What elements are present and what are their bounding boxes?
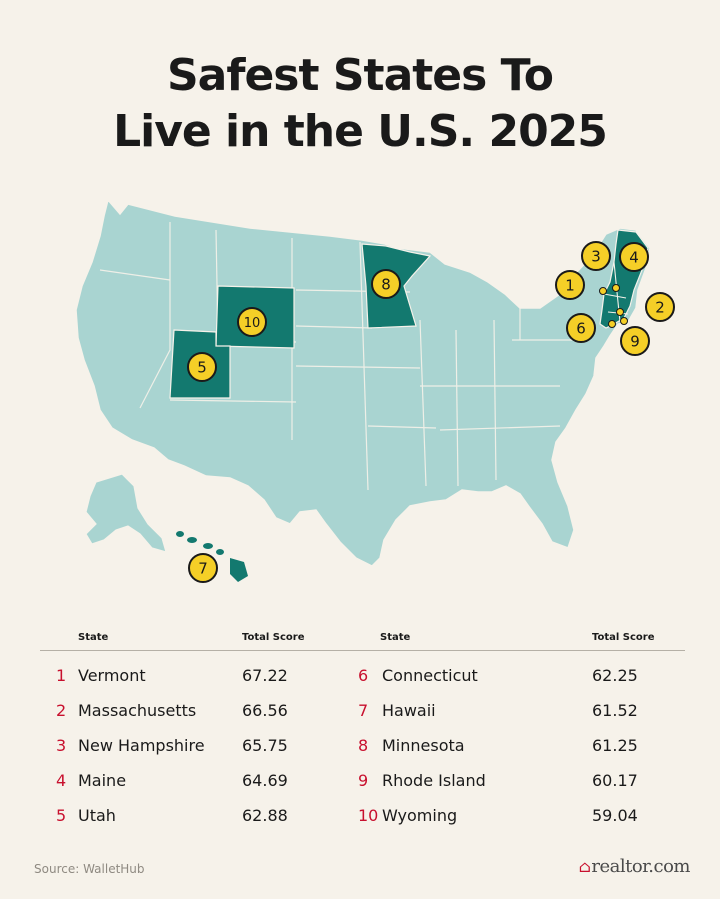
- header-state-right: State: [380, 632, 411, 643]
- marker-leaders: [599, 284, 628, 328]
- svg-text:5: 5: [197, 359, 207, 377]
- rank-number: 3: [56, 736, 67, 755]
- header-score-left: Total Score: [242, 632, 305, 643]
- rank-number: 7: [358, 701, 369, 720]
- rank-number: 9: [358, 771, 369, 790]
- marker-2: 2: [645, 292, 675, 322]
- rank-number: 6: [358, 666, 369, 685]
- marker-6: 6: [566, 313, 596, 343]
- svg-text:2: 2: [655, 299, 665, 317]
- hawaii: [176, 531, 248, 582]
- total-score: 66.56: [242, 701, 288, 720]
- total-score: 62.88: [242, 806, 288, 825]
- marker-1: 1: [555, 270, 585, 300]
- total-score: 62.25: [592, 666, 638, 685]
- total-score: 65.75: [242, 736, 288, 755]
- source-credit: Source: WalletHub: [34, 862, 145, 876]
- marker-7: 7: [188, 553, 218, 583]
- state-name: Connecticut: [382, 666, 478, 685]
- page-title: Safest States To Live in the U.S. 2025: [0, 48, 720, 160]
- marker-10: 10: [237, 307, 267, 337]
- header-divider: [40, 650, 685, 651]
- table-row: 5 Utah 62.88: [56, 802, 356, 830]
- svg-text:8: 8: [381, 276, 391, 294]
- state-name: Vermont: [78, 666, 146, 685]
- svg-text:6: 6: [576, 320, 586, 338]
- state-name: Rhode Island: [382, 771, 486, 790]
- table-row: 4 Maine 64.69: [56, 767, 356, 795]
- marker-3: 3: [581, 241, 611, 271]
- table-row: 7 Hawaii 61.52: [358, 697, 678, 725]
- table-row: 10 Wyoming 59.04: [358, 802, 678, 830]
- table-row: 2 Massachusetts 66.56: [56, 697, 356, 725]
- state-name: New Hampshire: [78, 736, 205, 755]
- state-name: Utah: [78, 806, 116, 825]
- total-score: 61.25: [592, 736, 638, 755]
- brand-logo: ⌂realtor.com: [578, 856, 691, 877]
- us-map: 3 4 1 2 6 9 8 10: [75, 198, 675, 583]
- svg-text:10: 10: [244, 316, 261, 331]
- title-line-1: Safest States To: [166, 50, 554, 101]
- house-icon: ⌂: [578, 857, 591, 876]
- state-name: Minnesota: [382, 736, 465, 755]
- table-row: 1 Vermont 67.22: [56, 662, 356, 690]
- brand-name: realtor.com: [591, 856, 690, 877]
- svg-text:3: 3: [591, 248, 601, 266]
- alaska: [85, 473, 167, 553]
- rank-number: 5: [56, 806, 67, 825]
- state-name: Massachusetts: [78, 701, 197, 720]
- svg-text:7: 7: [198, 560, 208, 578]
- rank-number: 4: [56, 771, 67, 790]
- map-markers: 3 4 1 2 6 9 8 10: [187, 241, 675, 583]
- total-score: 61.52: [592, 701, 638, 720]
- state-name: Wyoming: [382, 806, 458, 825]
- header-score-right: Total Score: [592, 632, 655, 643]
- rank-number: 10: [358, 806, 379, 825]
- svg-text:4: 4: [629, 249, 639, 267]
- title-line-2: Live in the U.S. 2025: [113, 106, 608, 157]
- total-score: 64.69: [242, 771, 288, 790]
- marker-9: 9: [620, 326, 650, 356]
- svg-text:9: 9: [630, 333, 640, 351]
- state-name: Hawaii: [382, 701, 436, 720]
- state-new-england-borders: [603, 261, 629, 323]
- total-score: 67.22: [242, 666, 288, 685]
- total-score: 60.17: [592, 771, 638, 790]
- rank-number: 1: [56, 666, 67, 685]
- state-name: Maine: [78, 771, 127, 790]
- table-row: 6 Connecticut 62.25: [358, 662, 678, 690]
- header-state-left: State: [78, 632, 109, 643]
- total-score: 59.04: [592, 806, 638, 825]
- table-row: 8 Minnesota 61.25: [358, 732, 678, 760]
- table-row: 9 Rhode Island 60.17: [358, 767, 678, 795]
- marker-8: 8: [371, 269, 401, 299]
- marker-4: 4: [619, 242, 649, 272]
- table-row: 3 New Hampshire 65.75: [56, 732, 356, 760]
- marker-5: 5: [187, 352, 217, 382]
- rank-number: 2: [56, 701, 67, 720]
- rank-number: 8: [358, 736, 369, 755]
- svg-text:1: 1: [565, 277, 575, 295]
